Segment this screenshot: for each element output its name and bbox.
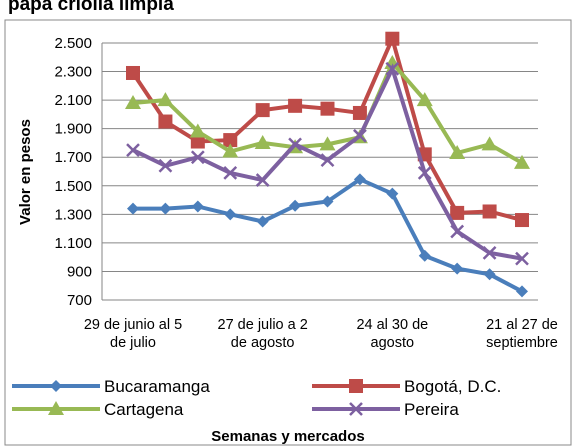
x-axis-title: Semanas y mercados xyxy=(211,428,364,445)
marker xyxy=(159,202,172,215)
marker xyxy=(450,205,465,220)
legend-label: Cartagena xyxy=(104,400,184,419)
marker xyxy=(416,92,433,107)
marker xyxy=(515,213,529,228)
marker xyxy=(158,158,173,173)
marker xyxy=(255,103,270,118)
marker xyxy=(190,134,205,149)
marker xyxy=(189,123,206,138)
marker xyxy=(288,137,302,152)
marker xyxy=(255,173,270,187)
y-axis-title: Valor en pesos xyxy=(17,119,34,225)
x-tick-label: 27 de julio a 2 de agosto xyxy=(217,317,308,351)
marker xyxy=(385,31,400,46)
marker xyxy=(515,251,529,266)
x-tick-label: 21 al 27 de septiembre xyxy=(486,317,558,351)
marker xyxy=(449,144,466,159)
y-tick-label: 1.500 xyxy=(54,178,92,195)
marker xyxy=(320,101,335,116)
legend-label: Bogotá, D.C. xyxy=(404,377,501,396)
y-tick-label: 1.100 xyxy=(54,235,92,252)
marker xyxy=(482,204,497,219)
marker xyxy=(289,199,302,212)
marker xyxy=(223,166,238,180)
marker xyxy=(417,166,432,180)
marker xyxy=(256,215,269,228)
marker xyxy=(222,143,239,158)
x-tick-label: 24 al 30 de agosto xyxy=(356,317,429,351)
chart-border xyxy=(4,19,572,446)
y-tick-label: 1.700 xyxy=(54,149,92,166)
marker xyxy=(224,208,237,221)
marker xyxy=(126,143,140,157)
marker xyxy=(223,133,238,148)
marker xyxy=(451,262,464,275)
marker xyxy=(157,92,174,107)
marker xyxy=(349,379,363,393)
marker xyxy=(514,154,530,169)
marker xyxy=(386,187,399,200)
marker xyxy=(288,98,303,113)
marker xyxy=(353,173,366,186)
marker xyxy=(483,268,496,281)
y-tick-label: 1.900 xyxy=(54,121,92,138)
marker xyxy=(349,402,363,416)
y-tick-label: 2.300 xyxy=(54,64,92,81)
y-tick-label: 2.100 xyxy=(54,92,92,109)
y-tick-label: 1.300 xyxy=(54,206,92,223)
marker xyxy=(48,401,64,415)
x-tick-label: 29 de junio al 5 de julio xyxy=(83,317,183,351)
marker xyxy=(516,285,528,298)
marker xyxy=(158,114,173,129)
marker xyxy=(319,136,336,151)
marker xyxy=(353,128,367,143)
legend-label: Bucaramanga xyxy=(104,377,210,396)
marker xyxy=(254,134,271,149)
marker xyxy=(321,195,334,208)
marker xyxy=(127,202,139,215)
marker xyxy=(320,153,335,167)
series-line xyxy=(132,63,523,261)
marker xyxy=(482,245,497,260)
marker xyxy=(481,136,498,151)
marker xyxy=(190,150,205,165)
y-tick-label: 900 xyxy=(67,263,92,280)
chart-title: papa criolla limpia xyxy=(8,0,174,15)
marker xyxy=(125,94,141,109)
marker xyxy=(50,380,62,392)
marker xyxy=(191,200,204,213)
marker xyxy=(352,105,367,120)
y-tick-label: 2.500 xyxy=(54,35,92,52)
marker xyxy=(385,61,400,76)
legend-label: Pereira xyxy=(404,400,459,419)
marker xyxy=(126,65,140,80)
series-line xyxy=(131,32,523,222)
y-tick-label: 700 xyxy=(67,292,92,309)
marker xyxy=(418,249,431,262)
marker xyxy=(450,224,465,239)
